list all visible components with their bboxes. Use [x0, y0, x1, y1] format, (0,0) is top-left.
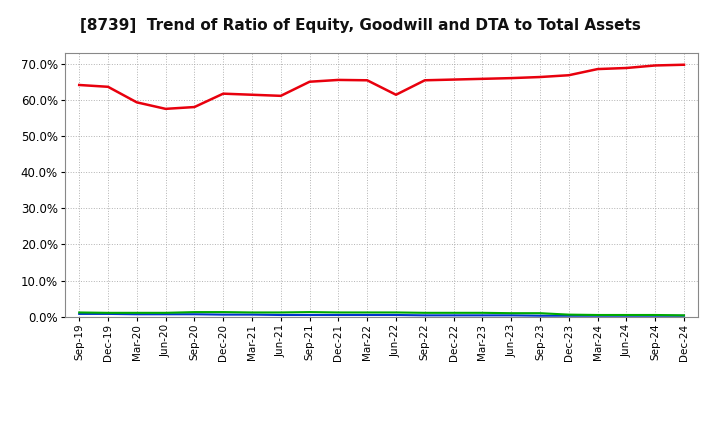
- Goodwill: [161, 312, 170, 317]
- Deferred Tax Assets: [104, 310, 112, 315]
- Equity: [622, 66, 631, 71]
- Goodwill: [219, 312, 228, 317]
- Deferred Tax Assets: [363, 310, 372, 315]
- Goodwill: [363, 312, 372, 318]
- Goodwill: [449, 313, 458, 318]
- Equity: [680, 62, 688, 67]
- Deferred Tax Assets: [392, 310, 400, 315]
- Goodwill: [478, 313, 487, 318]
- Equity: [248, 92, 256, 97]
- Goodwill: [392, 312, 400, 318]
- Goodwill: [420, 313, 429, 318]
- Goodwill: [248, 312, 256, 317]
- Deferred Tax Assets: [75, 310, 84, 315]
- Deferred Tax Assets: [305, 309, 314, 315]
- Goodwill: [536, 313, 544, 319]
- Equity: [276, 93, 285, 99]
- Goodwill: [334, 312, 343, 318]
- Deferred Tax Assets: [161, 310, 170, 315]
- Equity: [334, 77, 343, 83]
- Goodwill: [680, 313, 688, 319]
- Goodwill: [104, 311, 112, 316]
- Line: Equity: Equity: [79, 65, 684, 109]
- Text: [8739]  Trend of Ratio of Equity, Goodwill and DTA to Total Assets: [8739] Trend of Ratio of Equity, Goodwil…: [80, 18, 640, 33]
- Deferred Tax Assets: [593, 312, 602, 318]
- Line: Goodwill: Goodwill: [79, 314, 684, 316]
- Equity: [651, 63, 660, 68]
- Equity: [420, 77, 429, 83]
- Equity: [219, 91, 228, 96]
- Deferred Tax Assets: [651, 312, 660, 318]
- Deferred Tax Assets: [190, 309, 199, 315]
- Goodwill: [305, 312, 314, 318]
- Deferred Tax Assets: [219, 309, 228, 315]
- Goodwill: [75, 311, 84, 316]
- Goodwill: [564, 313, 573, 319]
- Equity: [593, 66, 602, 72]
- Equity: [507, 76, 516, 81]
- Deferred Tax Assets: [536, 311, 544, 316]
- Equity: [75, 82, 84, 88]
- Equity: [564, 73, 573, 78]
- Goodwill: [276, 312, 285, 318]
- Deferred Tax Assets: [507, 311, 516, 316]
- Deferred Tax Assets: [680, 313, 688, 318]
- Goodwill: [507, 313, 516, 318]
- Deferred Tax Assets: [276, 310, 285, 315]
- Deferred Tax Assets: [248, 310, 256, 315]
- Equity: [536, 74, 544, 80]
- Equity: [363, 77, 372, 83]
- Goodwill: [593, 313, 602, 319]
- Deferred Tax Assets: [334, 310, 343, 315]
- Equity: [104, 84, 112, 89]
- Deferred Tax Assets: [564, 312, 573, 317]
- Goodwill: [132, 312, 141, 317]
- Equity: [392, 92, 400, 97]
- Goodwill: [651, 313, 660, 319]
- Equity: [190, 104, 199, 110]
- Deferred Tax Assets: [478, 310, 487, 315]
- Goodwill: [622, 313, 631, 319]
- Goodwill: [190, 312, 199, 317]
- Equity: [132, 100, 141, 105]
- Equity: [305, 79, 314, 84]
- Equity: [161, 106, 170, 111]
- Deferred Tax Assets: [449, 310, 458, 315]
- Deferred Tax Assets: [132, 310, 141, 315]
- Equity: [478, 76, 487, 81]
- Line: Deferred Tax Assets: Deferred Tax Assets: [79, 312, 684, 315]
- Deferred Tax Assets: [622, 312, 631, 318]
- Equity: [449, 77, 458, 82]
- Deferred Tax Assets: [420, 310, 429, 315]
